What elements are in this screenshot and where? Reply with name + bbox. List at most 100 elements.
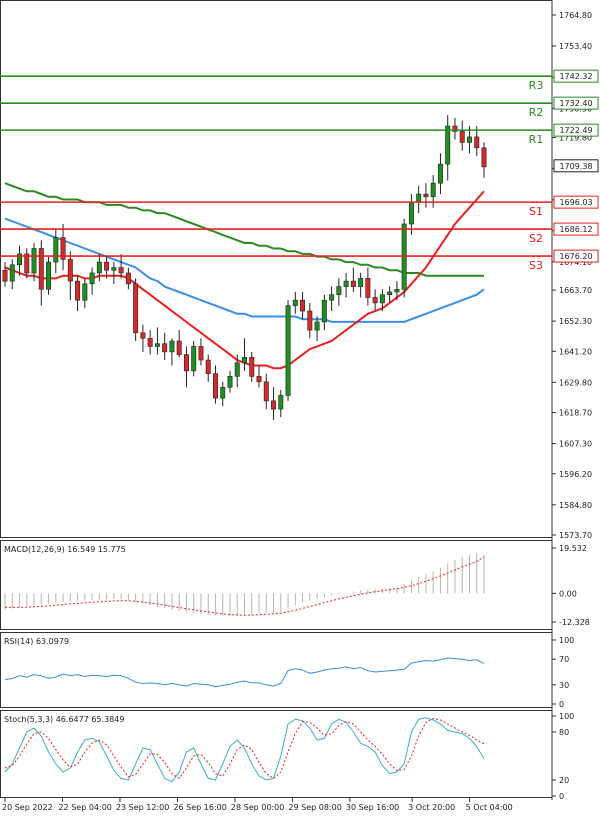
candle-up — [31, 248, 37, 274]
panel-border-2 — [0, 632, 553, 708]
candle-down — [271, 400, 277, 410]
x-tick-label: 29 Sep 08:00 — [288, 803, 341, 812]
stoch-tick-label: 20 — [559, 776, 569, 785]
candle-down — [60, 237, 66, 260]
candle-down — [183, 354, 189, 372]
macd-tick-label: 19.532 — [559, 544, 587, 553]
stoch-tick-label: 100 — [559, 712, 574, 721]
candle-up — [96, 261, 102, 274]
candle-down — [162, 343, 168, 353]
chart-frame — [0, 0, 553, 800]
candle-up — [169, 340, 175, 353]
candle-up — [336, 286, 342, 296]
stoch-tick-label: 0 — [559, 792, 564, 801]
level-price-label-s3: 1676.20 — [559, 252, 592, 261]
level-name-r3: R3 — [529, 79, 544, 92]
level-price-tag-s1 — [553, 195, 599, 209]
candle-up — [467, 136, 472, 143]
candle-down — [125, 272, 131, 285]
candle-down — [263, 381, 269, 402]
candle-up — [111, 267, 117, 271]
candle-up — [358, 278, 364, 287]
candle-up — [321, 299, 327, 323]
candle-up — [234, 362, 240, 377]
candle-down — [118, 267, 124, 274]
candle-down — [372, 297, 378, 304]
candle-down — [140, 332, 146, 339]
candle-up — [220, 386, 226, 399]
x-tick-label: 26 Sep 16:00 — [173, 803, 226, 812]
candle-up — [437, 163, 443, 184]
x-tick-label: 22 Sep 04:00 — [58, 803, 111, 812]
level-name-r2: R2 — [529, 106, 544, 119]
candle-down — [365, 278, 371, 298]
candle-down — [38, 248, 44, 290]
x-tick-label: 5 Oct 04:00 — [466, 803, 513, 812]
candle-down — [452, 125, 458, 132]
level-price-label-s2: 1686.12 — [559, 225, 592, 234]
rsi-tick-label: 70 — [559, 655, 569, 664]
candle-down — [176, 340, 182, 355]
candle-down — [24, 253, 30, 274]
candle-up — [227, 376, 233, 388]
price-tick-label: 1641.20 — [559, 347, 592, 356]
rsi-title: RSI(14) 63.0979 — [4, 637, 69, 646]
rsi-tick-label: 30 — [559, 681, 569, 690]
candle-up — [89, 272, 95, 285]
candle-up — [154, 343, 160, 347]
x-tick-label: 23 Sep 12:00 — [116, 803, 169, 812]
candle-up — [430, 182, 436, 198]
stoch-tick-label: 80 — [559, 728, 569, 737]
macd-tick-label: -12.328 — [559, 618, 590, 627]
price-tick-label: 1652.30 — [559, 317, 592, 326]
price-tick-label: 1629.80 — [559, 378, 592, 387]
price-tick-label: 1618.70 — [559, 409, 592, 418]
candle-up — [17, 253, 22, 266]
candle-up — [242, 357, 247, 364]
candle-up — [416, 193, 422, 203]
candle-down — [205, 359, 211, 374]
candle-up — [82, 283, 88, 301]
level-price-label-s1: 1696.03 — [559, 198, 592, 207]
candle-up — [285, 305, 291, 396]
rsi-line — [4, 657, 485, 688]
x-tick-label: 30 Sep 16:00 — [346, 803, 399, 812]
candle-up — [394, 288, 400, 293]
level-price-tag-r2 — [553, 96, 599, 110]
level-price-tag-r3 — [553, 69, 599, 83]
stoch-title: Stoch(5,3,3) 46.6477 65.3849 — [4, 715, 124, 724]
level-name-r1: R1 — [529, 133, 544, 146]
level-price-tag-r1 — [553, 123, 599, 137]
candle-down — [459, 131, 465, 143]
x-tick-label: 20 Sep 2022 — [2, 803, 53, 812]
candle-down — [198, 346, 204, 361]
level-price-tag-s2 — [553, 222, 599, 236]
price-tick-label: 1596.20 — [559, 470, 592, 479]
sma-mid-blue-line — [4, 217, 485, 323]
price-panel: 1764.801753.401741.901730.501719.801708.… — [0, 11, 599, 540]
candle-down — [67, 259, 73, 282]
candle-down — [481, 147, 487, 168]
rsi-tick-label: 0 — [559, 700, 564, 709]
candle-up — [343, 280, 349, 287]
candle-up — [292, 299, 298, 306]
x-tick-label: 3 Oct 20:00 — [408, 803, 455, 812]
candle-down — [212, 373, 218, 399]
price-tick-label: 1753.40 — [559, 42, 592, 51]
price-tick-label: 1764.80 — [559, 11, 592, 20]
last-price-tag — [553, 159, 599, 173]
candle-up — [191, 346, 197, 372]
level-name-s2: S2 — [529, 232, 543, 245]
macd-signal-line — [5, 556, 485, 616]
level-price-label-r1: 1722.49 — [559, 126, 592, 135]
level-price-label-r2: 1732.40 — [559, 99, 592, 108]
panel-border-0 — [0, 0, 553, 538]
price-tick-label: 1607.30 — [559, 440, 592, 449]
price-tick-label: 1584.80 — [559, 501, 592, 510]
candle-down — [350, 280, 356, 287]
candle-up — [329, 294, 335, 301]
stoch-d-line — [4, 717, 485, 780]
candle-up — [53, 237, 59, 263]
candle-down — [133, 283, 139, 334]
